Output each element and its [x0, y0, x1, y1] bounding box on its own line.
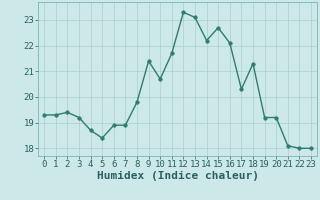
- X-axis label: Humidex (Indice chaleur): Humidex (Indice chaleur): [97, 171, 259, 181]
